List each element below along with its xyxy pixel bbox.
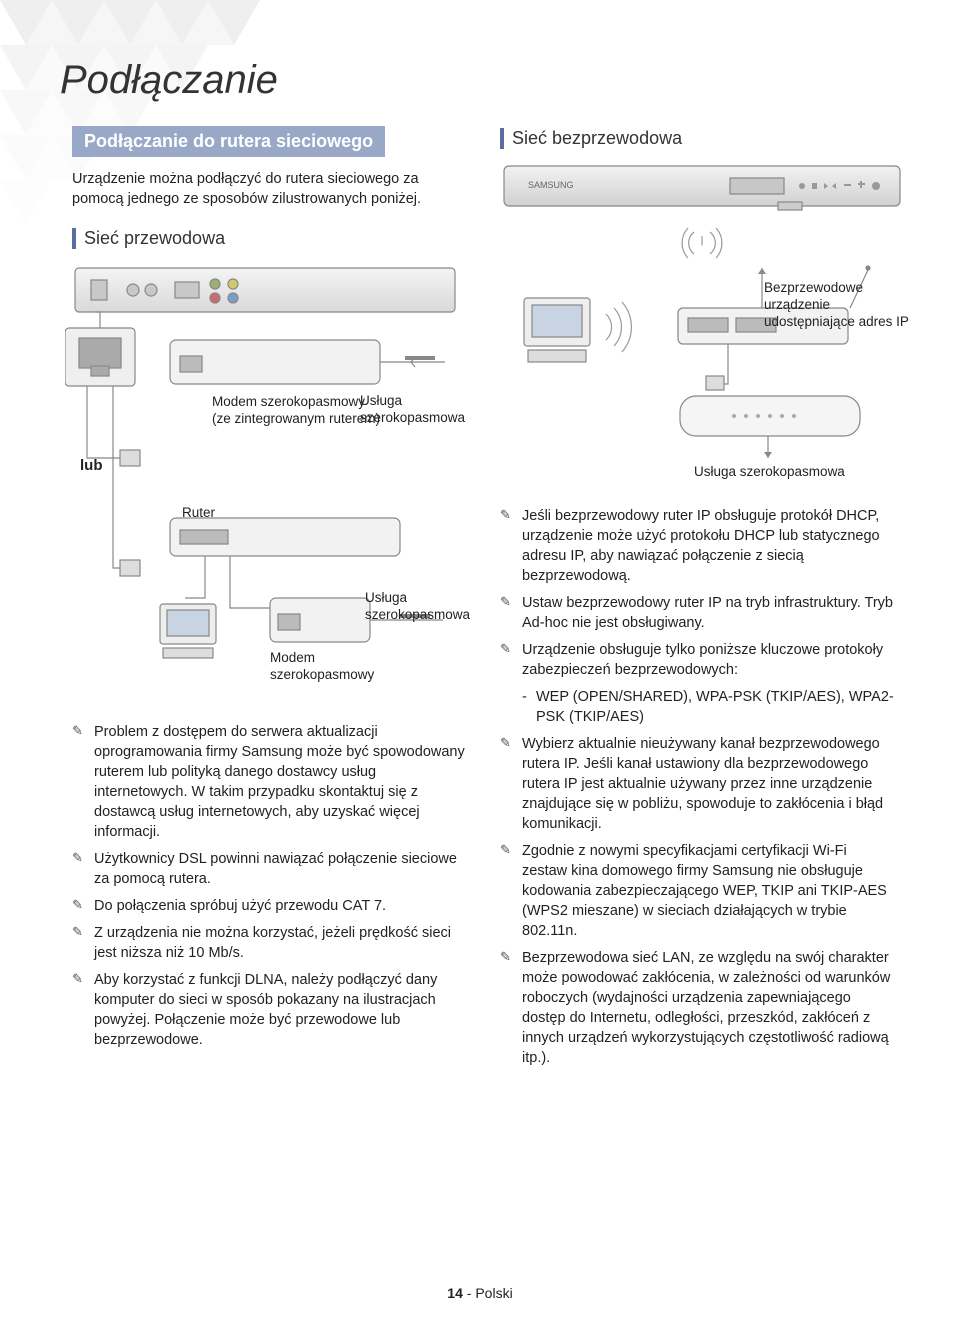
left-bullet: Z urządzenia nie można korzystać, jeżeli… bbox=[72, 923, 467, 963]
left-bullet: Problem z dostępem do serwera aktualizac… bbox=[72, 722, 467, 842]
intro-paragraph: Urządzenie można podłączyć do rutera sie… bbox=[72, 170, 452, 209]
label-router: Ruter bbox=[182, 505, 215, 522]
wireless-heading: Sieć bezprzewodowa bbox=[500, 128, 682, 149]
label-broadband-1: Usługa szerokopasmowa bbox=[360, 393, 465, 427]
left-bullet-column: Problem z dostępem do serwera aktualizac… bbox=[72, 722, 467, 1057]
right-bullet: Jeśli bezprzewodowy ruter IP obsługuje p… bbox=[500, 506, 895, 586]
left-bullet: Aby korzystać z funkcji DLNA, należy pod… bbox=[72, 970, 467, 1050]
right-sub-dash: WEP (OPEN/SHARED), WPA-PSK (TKIP/AES), W… bbox=[522, 687, 895, 727]
right-bullet: Wybierz aktualnie nieużywany kanał bezpr… bbox=[500, 734, 895, 834]
label-broadband-3: Usługa szerokopasmowa bbox=[694, 464, 845, 481]
section-heading-box: Podłączanie do rutera sieciowego bbox=[72, 126, 385, 157]
label-or: lub bbox=[80, 457, 103, 476]
page-footer: 14 - Polski bbox=[0, 1285, 960, 1301]
page-lang: Polski bbox=[475, 1285, 512, 1301]
label-modem-router: Modem szerokopasmowy (ze zintegrowanym r… bbox=[212, 394, 380, 428]
right-bullet-column: Jeśli bezprzewodowy ruter IP obsługuje p… bbox=[500, 506, 895, 1075]
wired-heading: Sieć przewodowa bbox=[72, 228, 225, 249]
svg-text:SAMSUNG: SAMSUNG bbox=[528, 180, 574, 190]
right-bullet: Zgodnie z nowymi specyfikacjami certyfik… bbox=[500, 841, 895, 941]
right-bullet: Bezprzewodowa sieć LAN, ze względu na sw… bbox=[500, 948, 895, 1068]
left-bullet: Do połączenia spróbuj użyć przewodu CAT … bbox=[72, 896, 467, 916]
label-wireless-ap: Bezprzewodowe urządzenie udostępniające … bbox=[764, 280, 909, 331]
label-modem: Modem szerokopasmowy bbox=[270, 650, 374, 684]
page-number: 14 bbox=[447, 1285, 463, 1301]
left-bullet: Użytkownicy DSL powinni nawiązać połącze… bbox=[72, 849, 467, 889]
right-bullet: Urządzenie obsługuje tylko poniższe kluc… bbox=[500, 640, 895, 680]
label-broadband-2: Usługa szerokopasmowa bbox=[365, 590, 470, 624]
right-bullet: Ustaw bezprzewodowy ruter IP na tryb inf… bbox=[500, 593, 895, 633]
page-title: Podłączanie bbox=[60, 58, 278, 103]
